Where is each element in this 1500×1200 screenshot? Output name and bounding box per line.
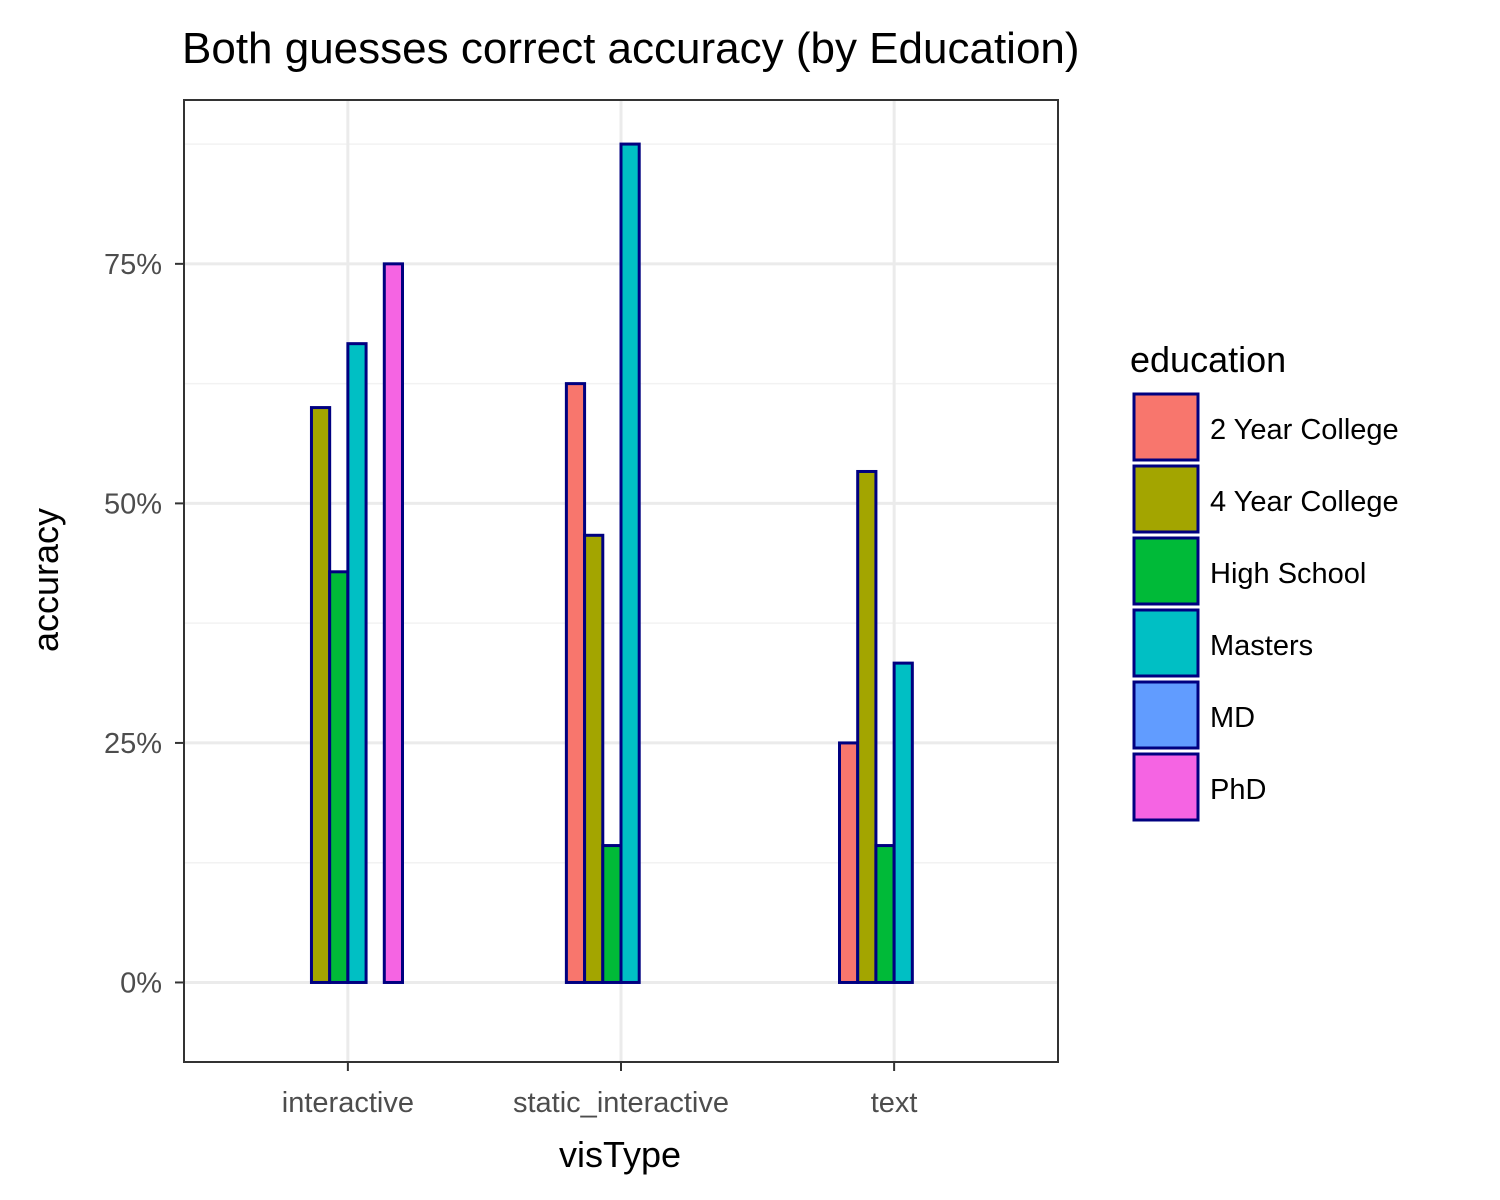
legend-label: PhD: [1210, 774, 1266, 806]
legend-key-high-school: [1132, 536, 1200, 606]
y-tick-label: 25%: [104, 728, 162, 760]
bar-4-year-college-static_interactive: [583, 533, 605, 984]
chart-title: Both guesses correct accuracy (by Educat…: [182, 24, 1080, 73]
y-axis-ticks: 0% 25% 50% 75%: [104, 249, 184, 999]
legend: education 2 Year College 4 Year College Hi…: [1130, 339, 1399, 822]
legend-key-phd: [1132, 752, 1200, 822]
legend-title: education: [1130, 339, 1286, 380]
legend-label: Masters: [1210, 630, 1313, 662]
legend-key-md: [1132, 680, 1200, 750]
y-tick-label: 75%: [104, 249, 162, 281]
bar-high-school-text: [874, 844, 896, 984]
y-tick-label: 0%: [120, 967, 162, 999]
bar-2-year-college-static_interactive: [564, 382, 587, 984]
bar-4-year-college-interactive: [309, 406, 332, 984]
legend-key-4-year-college: [1132, 464, 1200, 534]
legend-key-2-year-college: [1132, 392, 1200, 462]
legend-label: 2 Year College: [1210, 414, 1399, 446]
plot-panel: [183, 99, 1059, 1063]
legend-label: High School: [1210, 558, 1366, 590]
x-tick-label: static_interactive: [513, 1087, 729, 1119]
bar-high-school-interactive: [328, 570, 350, 984]
bar-high-school-static_interactive: [601, 844, 623, 984]
y-axis-label: accuracy: [25, 508, 66, 652]
y-tick-label: 50%: [104, 488, 162, 520]
x-tick-label: text: [871, 1087, 918, 1119]
x-axis-label: visType: [559, 1134, 681, 1175]
legend-label: MD: [1210, 702, 1255, 734]
x-tick-label: interactive: [282, 1087, 414, 1119]
bar-phd-interactive: [382, 262, 404, 984]
bar-masters-static_interactive: [619, 142, 641, 984]
bar-masters-interactive: [346, 342, 368, 984]
legend-key-masters: [1132, 608, 1200, 678]
bar-masters-text: [892, 661, 914, 984]
bar-2-year-college-text: [838, 741, 860, 984]
bar-4-year-college-text: [856, 469, 878, 984]
legend-label: 4 Year College: [1210, 486, 1399, 518]
x-axis-ticks: interactive static_interactive text: [282, 1062, 918, 1119]
